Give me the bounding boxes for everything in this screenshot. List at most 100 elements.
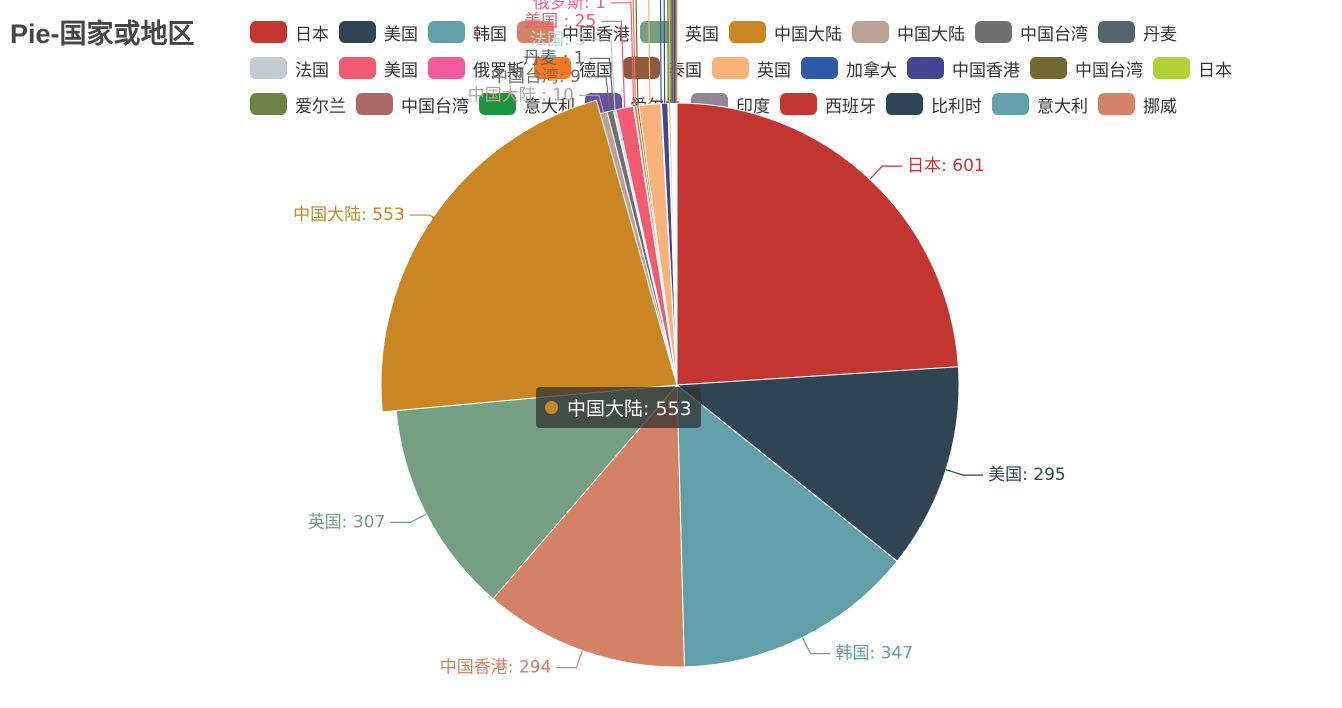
legend-item[interactable]: 西班牙 bbox=[780, 92, 876, 117]
legend-item[interactable]: 德国 bbox=[534, 56, 613, 81]
legend-label: 韩国 bbox=[473, 24, 507, 45]
legend-label: 中国台湾 bbox=[401, 96, 469, 117]
slice-label: 中国大陆 : 10 bbox=[468, 85, 574, 105]
legend-item[interactable]: 意大利 bbox=[479, 92, 575, 117]
legend-label: 比利时 bbox=[931, 96, 982, 117]
label-leader-line bbox=[801, 637, 831, 655]
legend-swatch bbox=[975, 21, 1012, 43]
legend-swatch bbox=[428, 21, 465, 43]
pie-slice[interactable] bbox=[492, 383, 685, 668]
pie-slice[interactable] bbox=[675, 102, 678, 386]
legend-label: 日本 bbox=[295, 24, 329, 45]
legend-label: 爱尔兰 bbox=[295, 96, 346, 117]
legend-item[interactable]: 中国大陆 bbox=[729, 20, 842, 45]
slice-label: 法国: 3 bbox=[530, 30, 586, 50]
legend-swatch bbox=[712, 57, 749, 79]
legend-label: 中国大陆 bbox=[897, 24, 965, 45]
label-leader-line bbox=[610, 2, 635, 107]
slice-label: 中国香港: 294 bbox=[440, 658, 552, 678]
legend-row: 爱尔兰中国台湾意大利爱尔兰印度西班牙比利时意大利挪威 bbox=[250, 86, 1340, 122]
slice-label: 俄罗斯: 1 bbox=[533, 0, 606, 13]
label-leader-line bbox=[672, 0, 674, 104]
legend-swatch bbox=[852, 21, 889, 43]
legend-label: 西班牙 bbox=[825, 96, 876, 117]
legend-label: 日本 bbox=[1198, 60, 1232, 81]
legend-label: 丹麦 bbox=[1143, 24, 1177, 45]
legend-item[interactable]: 比利时 bbox=[886, 92, 982, 117]
legend-item[interactable]: 丹麦 bbox=[1098, 20, 1177, 45]
legend-swatch bbox=[992, 93, 1029, 115]
legend-label: 中国台湾 bbox=[1075, 60, 1143, 81]
legend-item[interactable]: 中国台湾 bbox=[1030, 56, 1143, 81]
legend-swatch bbox=[479, 93, 516, 115]
legend-item[interactable]: 英国 bbox=[712, 56, 791, 81]
label-leader-line bbox=[663, 0, 666, 104]
legend-swatch bbox=[801, 57, 838, 79]
label-leader-line bbox=[585, 76, 611, 112]
slice-label: 韩国: 347 bbox=[835, 644, 913, 664]
legend: 日本 美国 韩国 中国香港 英国 中国大陆 中国大陆 中国台湾 丹麦 法国 美国 俄罗斯 德国 泰国 英国加… bbox=[250, 14, 1340, 122]
legend-label: 法国 bbox=[295, 60, 329, 81]
legend-label: 中国香港 bbox=[562, 24, 630, 45]
legend-item[interactable]: 中国香港 bbox=[517, 20, 630, 45]
legend-swatch bbox=[1153, 57, 1190, 79]
slice-label: 日本: 601 bbox=[907, 156, 985, 176]
label-leader-line bbox=[671, 0, 674, 104]
legend-label: 英国 bbox=[685, 24, 719, 45]
legend-item[interactable]: 俄罗斯 bbox=[428, 56, 524, 81]
label-leader-line bbox=[578, 94, 605, 113]
slice-label: 美国 : 25 bbox=[524, 11, 596, 31]
legend-label: 意大利 bbox=[524, 96, 575, 117]
legend-swatch bbox=[339, 21, 376, 43]
legend-item[interactable]: 加拿大 bbox=[801, 56, 897, 81]
legend-label: 意大利 bbox=[1037, 96, 1088, 117]
legend-swatch bbox=[250, 93, 287, 115]
label-leader-line bbox=[667, 0, 669, 104]
slice-labels: 日本: 601 美国: 295 韩国: 347 中国香港: 294 英国: 307 中国大… bbox=[293, 0, 1066, 678]
label-leader-line bbox=[632, 0, 637, 107]
tooltip-text: 中国大陆: 553 bbox=[567, 398, 692, 420]
legend-label: 美国 bbox=[384, 60, 418, 81]
legend-swatch bbox=[356, 93, 393, 115]
legend-swatch bbox=[729, 21, 766, 43]
legend-item[interactable]: 挪威 bbox=[1098, 92, 1177, 117]
slice-label: 美国: 295 bbox=[988, 465, 1066, 485]
pie-slice[interactable] bbox=[676, 383, 898, 668]
pie-slices bbox=[380, 99, 960, 668]
legend-swatch bbox=[780, 93, 817, 115]
legend-item[interactable]: 法国 bbox=[250, 56, 329, 81]
label-leader-line bbox=[390, 513, 427, 523]
label-leader-line bbox=[601, 20, 626, 108]
label-leader-line bbox=[556, 650, 583, 669]
legend-item[interactable]: 日本 bbox=[250, 20, 329, 45]
pie-slice[interactable] bbox=[676, 102, 959, 386]
slice-label: 中国大陆: 553 bbox=[293, 205, 405, 225]
label-leader-lines bbox=[390, 0, 984, 669]
legend-item[interactable]: 美国 bbox=[339, 56, 418, 81]
legend-item[interactable]: 中国台湾 bbox=[356, 92, 469, 117]
legend-item[interactable]: 意大利 bbox=[992, 92, 1088, 117]
legend-label: 美国 bbox=[384, 24, 418, 45]
legend-item[interactable]: 中国大陆 bbox=[852, 20, 965, 45]
legend-swatch bbox=[339, 57, 376, 79]
label-leader-line bbox=[668, 0, 671, 104]
legend-label: 德国 bbox=[579, 60, 613, 81]
slice-label: 丹麦 : 1 bbox=[523, 48, 584, 68]
legend-item[interactable]: 中国台湾 bbox=[975, 20, 1088, 45]
legend-item[interactable]: 中国香港 bbox=[907, 56, 1020, 81]
chart-title: Pie-国家或地区 bbox=[10, 19, 195, 49]
legend-label: 中国香港 bbox=[952, 60, 1020, 81]
legend-item[interactable]: 韩国 bbox=[428, 20, 507, 45]
legend-swatch bbox=[907, 57, 944, 79]
slice-label: 英国: 307 bbox=[308, 512, 386, 532]
label-leader-line bbox=[648, 0, 651, 105]
legend-label: 挪威 bbox=[1143, 96, 1177, 117]
legend-item[interactable]: 日本 bbox=[1153, 56, 1232, 81]
legend-label: 中国大陆 bbox=[774, 24, 842, 45]
legend-item[interactable]: 美国 bbox=[339, 20, 418, 45]
label-leader-line bbox=[670, 0, 672, 104]
label-leader-line bbox=[659, 0, 662, 104]
pie-slice[interactable] bbox=[675, 366, 960, 562]
legend-item[interactable]: 爱尔兰 bbox=[250, 92, 346, 117]
